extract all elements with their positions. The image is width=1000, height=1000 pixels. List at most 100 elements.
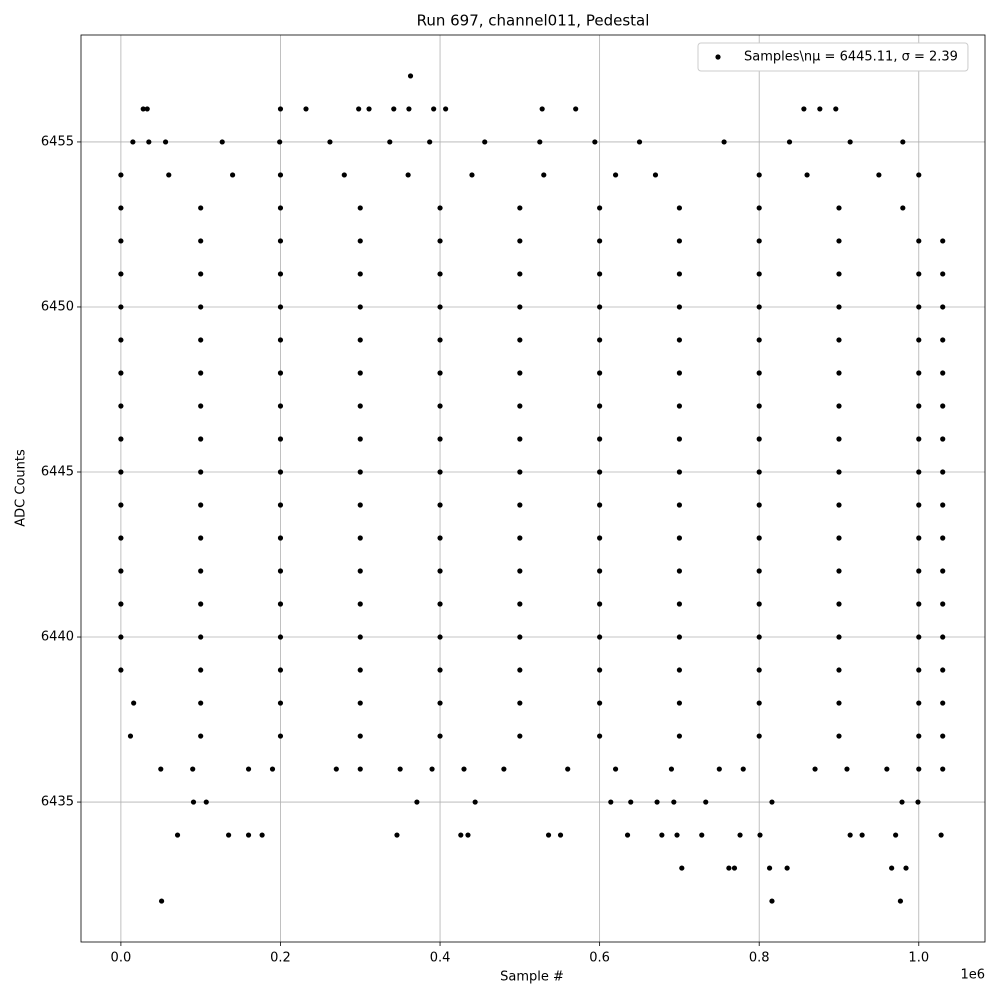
point — [836, 601, 842, 607]
point — [859, 832, 865, 838]
point — [652, 172, 659, 178]
point — [198, 535, 204, 541]
point — [786, 139, 793, 145]
point — [597, 205, 603, 211]
point — [889, 865, 895, 871]
point — [517, 436, 523, 442]
point — [836, 502, 842, 508]
point — [407, 73, 414, 79]
point — [198, 502, 204, 508]
point — [756, 469, 762, 475]
point — [597, 370, 603, 376]
x-axis-label: Sample # — [500, 970, 564, 985]
point — [387, 139, 393, 145]
point — [198, 601, 204, 607]
point — [940, 271, 946, 277]
point — [737, 832, 743, 838]
point — [277, 304, 284, 310]
point — [130, 139, 136, 145]
point — [357, 502, 363, 508]
point — [916, 568, 922, 574]
point — [545, 832, 552, 838]
point — [676, 238, 683, 244]
point — [671, 799, 677, 805]
point — [836, 205, 842, 211]
point — [940, 568, 946, 574]
point — [769, 799, 775, 805]
point — [836, 568, 842, 574]
point — [597, 403, 603, 409]
point — [844, 766, 850, 772]
point — [916, 733, 922, 739]
point — [357, 436, 363, 442]
point — [847, 139, 853, 145]
point — [628, 799, 634, 805]
point — [198, 370, 204, 376]
point — [437, 403, 443, 409]
point — [303, 106, 309, 112]
point — [437, 601, 443, 607]
legend: Samples\nμ = 6445.11, σ = 2.39 — [697, 42, 969, 72]
point — [699, 832, 705, 838]
point — [461, 766, 467, 772]
point — [517, 238, 523, 244]
point — [517, 733, 523, 739]
point — [158, 766, 164, 772]
point — [437, 535, 443, 541]
point — [517, 634, 523, 640]
point — [893, 832, 899, 838]
point — [836, 271, 842, 277]
point — [940, 469, 946, 475]
y-tick-label: 6455 — [41, 134, 74, 149]
point — [118, 469, 124, 475]
point — [131, 700, 137, 706]
point — [437, 568, 443, 574]
point — [162, 139, 169, 145]
point — [277, 601, 284, 607]
point — [676, 535, 683, 541]
point — [219, 139, 225, 145]
point — [357, 205, 363, 211]
point — [833, 106, 839, 112]
point — [437, 304, 443, 310]
point — [245, 832, 252, 838]
point — [229, 172, 236, 178]
point — [597, 568, 603, 574]
point — [333, 766, 339, 772]
point — [916, 271, 922, 277]
point — [899, 799, 905, 805]
point — [847, 832, 853, 838]
point — [756, 535, 762, 541]
point — [118, 667, 124, 673]
point — [836, 403, 842, 409]
point — [756, 238, 762, 244]
point — [703, 799, 709, 805]
point — [676, 337, 683, 343]
point — [769, 898, 775, 904]
point — [756, 403, 762, 409]
point — [517, 568, 523, 574]
point — [405, 172, 411, 178]
point — [517, 535, 523, 541]
point — [118, 436, 124, 442]
point — [836, 469, 842, 475]
point — [676, 733, 683, 739]
point — [118, 172, 124, 178]
point — [756, 667, 762, 673]
point — [756, 634, 762, 640]
point — [517, 601, 523, 607]
point — [437, 502, 443, 508]
point — [597, 601, 603, 607]
point — [940, 337, 946, 343]
point — [676, 436, 683, 442]
point — [916, 238, 922, 244]
point — [597, 436, 603, 442]
point — [836, 337, 842, 343]
point — [357, 733, 363, 739]
point — [198, 568, 204, 574]
point — [277, 238, 284, 244]
point — [940, 667, 946, 673]
point — [357, 766, 363, 772]
point — [198, 667, 204, 673]
point — [916, 304, 922, 310]
